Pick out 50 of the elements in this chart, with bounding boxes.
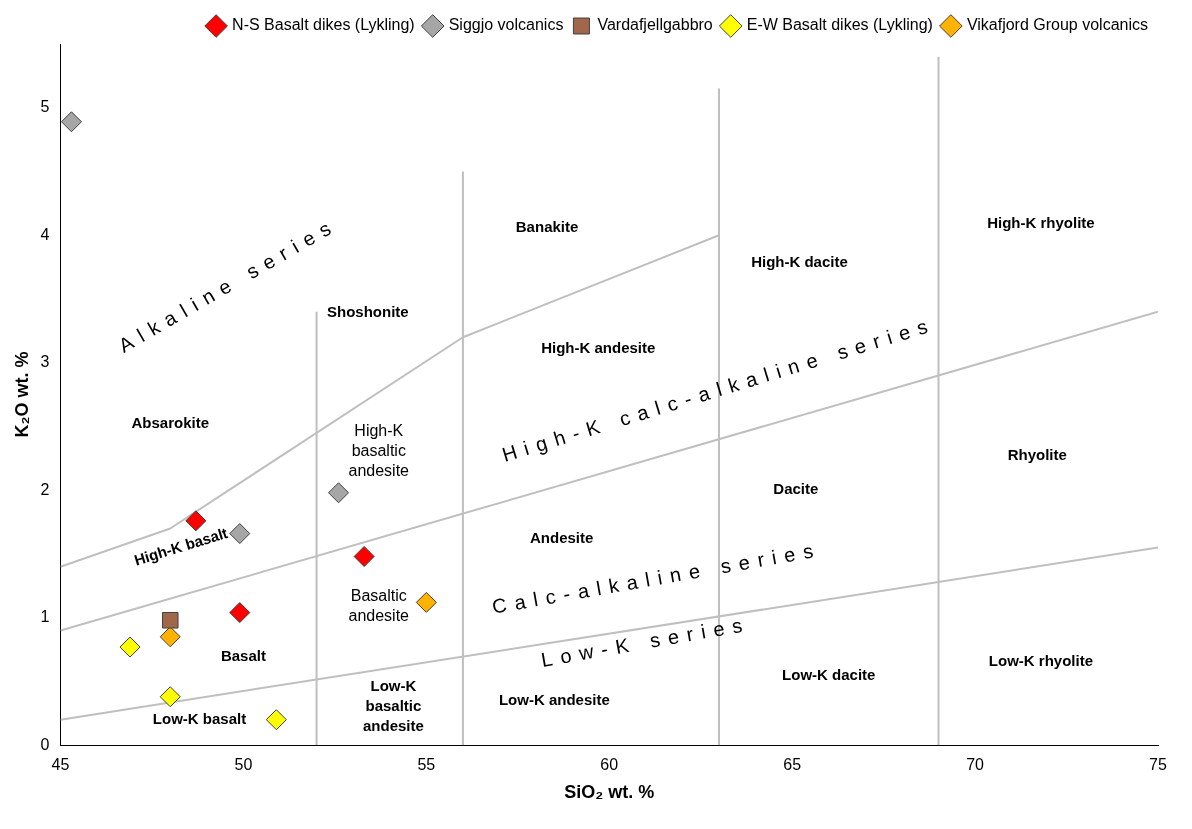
annotation: Low-K dacite [782, 666, 876, 684]
annotation: High-K rhyolite [987, 213, 1095, 231]
annotation: Absarokite [131, 414, 210, 432]
annotation: Low-K rhyolite [988, 652, 1094, 670]
annotation: Low-K andesite [498, 690, 610, 708]
legend-label: Vikafjord Group volcanics [966, 16, 1148, 34]
point [159, 626, 181, 648]
y-axis-title: K₂O wt. % [11, 351, 32, 438]
x-tick-label: 60 [600, 756, 619, 774]
y-tick-label: 3 [40, 353, 50, 371]
annotation: Low-K series [539, 612, 752, 671]
y-tick-label: 5 [40, 98, 50, 116]
annotation: Basaltic andesite [348, 586, 410, 624]
point [353, 546, 375, 568]
point [119, 636, 141, 658]
legend-label: Siggjo volcanics [448, 16, 564, 34]
y-tick-label: 4 [40, 225, 50, 243]
annotation: Low-K basaltic andesite [362, 677, 424, 735]
y-tick-label: 0 [40, 735, 50, 753]
point [328, 482, 350, 504]
x-tick-label: 50 [234, 756, 253, 774]
x-tick-label: 45 [51, 756, 70, 774]
y-tick-label: 1 [40, 608, 50, 626]
legend-label: E-W Basalt dikes (Lykling) [746, 16, 933, 34]
legend-label: Vardafjellgabbro [597, 16, 713, 34]
point [229, 602, 251, 624]
x-tick-label: 70 [966, 756, 985, 774]
x-tick-label: 55 [417, 756, 436, 774]
annotation: High-K basalt [132, 524, 230, 569]
annotation: High-K dacite [751, 253, 848, 271]
point [229, 523, 251, 545]
legend-label: N-S Basalt dikes (Lykling) [232, 16, 415, 34]
annotation: Dacite [773, 480, 819, 498]
y-tick-label: 2 [40, 480, 50, 498]
point [60, 111, 82, 133]
point [265, 709, 287, 731]
x-tick-label: 65 [783, 756, 802, 774]
x-axis-title: SiO₂ wt. % [564, 782, 655, 803]
annotation: High-K andesite [541, 338, 656, 356]
annotation: Andesite [530, 528, 594, 546]
annotation: Shoshonite [326, 303, 409, 321]
point [415, 591, 437, 613]
annotation: Basalt [220, 647, 266, 665]
point [161, 611, 179, 629]
annotation: Low-K basalt [152, 709, 247, 727]
annotation: High-K basaltic andesite [348, 422, 410, 480]
annotation: Rhyolite [1007, 445, 1067, 463]
x-tick-label: 75 [1149, 756, 1167, 774]
point [159, 686, 181, 708]
annotation: Banakite [515, 217, 579, 235]
